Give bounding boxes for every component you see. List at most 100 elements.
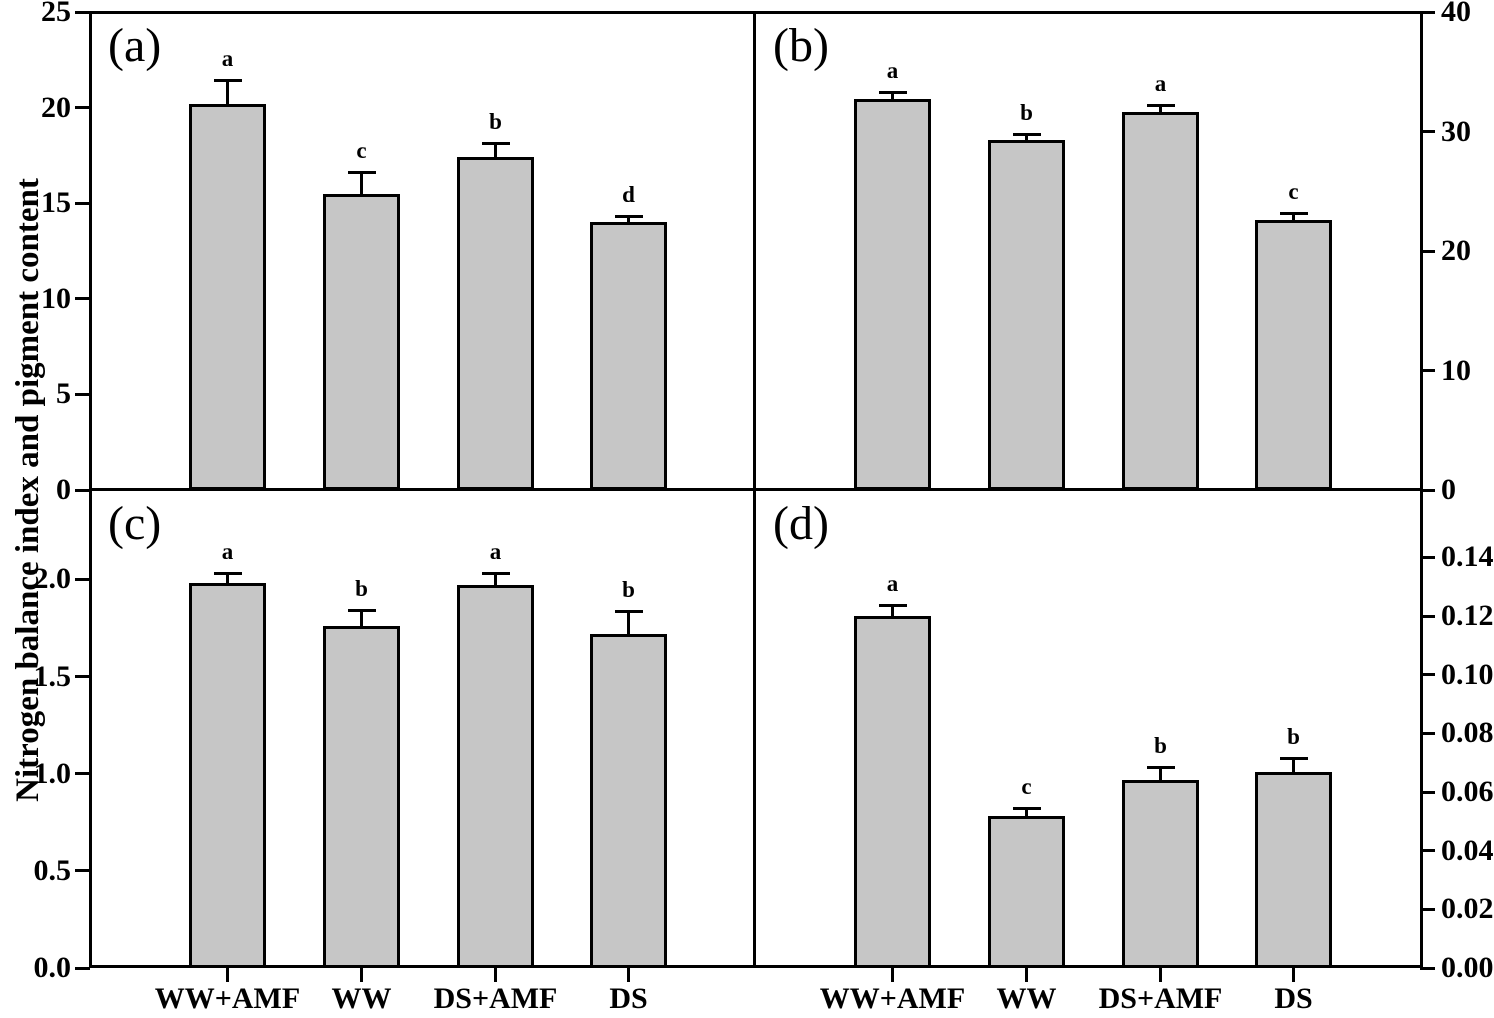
y-axis-tick [1420, 731, 1435, 735]
panel-label-d: (d) [773, 497, 829, 550]
error-bar-cap [1012, 806, 1041, 810]
y-axis-tick [75, 577, 90, 581]
bar-d-WW+AMF [854, 616, 931, 968]
error-bar-stem [494, 142, 497, 158]
panel-label-b: (b) [773, 19, 829, 72]
x-category-label: DS+AMF [433, 982, 558, 1015]
x-axis-tick [226, 968, 229, 982]
bar-c-WW+AMF [189, 583, 266, 968]
y-tick-label: 0.08 [1441, 716, 1494, 750]
significance-letter: b [1020, 99, 1033, 125]
bar-a-DS [590, 222, 667, 490]
y-tick-label: 40 [1441, 0, 1471, 28]
y-tick-label: 2.0 [33, 562, 72, 596]
error-bar-cap [878, 90, 907, 94]
error-bar-stem [1159, 765, 1162, 781]
bar-c-DS+AMF [457, 585, 534, 968]
bar-a-WW+AMF [189, 103, 266, 490]
error-bar-cap [347, 608, 376, 612]
bar-a-DS+AMF [457, 157, 534, 490]
bar-d-DS+AMF [1122, 780, 1199, 968]
error-bar-stem [226, 78, 229, 104]
error-bar-cap [878, 604, 907, 608]
bar-a-WW [323, 193, 400, 490]
y-axis-tick [1420, 369, 1435, 372]
error-bar-stem [891, 604, 894, 617]
significance-letter: c [356, 137, 367, 163]
x-axis-tick [1025, 968, 1028, 982]
y-axis-tick [1420, 614, 1435, 618]
y-tick-label: 0.10 [1441, 657, 1494, 691]
y-axis-tick [75, 488, 90, 492]
y-axis-tick [75, 10, 90, 14]
x-category-label: WW+AMF [819, 982, 966, 1015]
significance-letter: a [221, 538, 234, 564]
error-bar-cap [1146, 104, 1175, 107]
error-bar-cap [1279, 211, 1308, 215]
bar-b-WW [988, 139, 1065, 490]
error-bar-cap [481, 142, 510, 146]
y-axis-tick [75, 201, 90, 205]
error-bar-cap [481, 571, 510, 575]
bar-c-DS [590, 633, 667, 968]
y-axis-tick [1420, 10, 1435, 14]
error-bar-stem [1025, 806, 1028, 816]
error-bar-cap [1012, 132, 1041, 136]
y-tick-label: 1.0 [33, 756, 72, 790]
y-axis-tick [75, 675, 90, 679]
significance-letter: d [622, 181, 635, 207]
x-category-label: WW [331, 982, 392, 1015]
error-bar-stem [1159, 104, 1162, 113]
significance-letter: a [886, 571, 899, 597]
error-bar-cap [213, 571, 242, 575]
y-axis-tick [1420, 130, 1435, 133]
error-bar-stem [1292, 756, 1295, 772]
x-axis-tick [627, 968, 630, 982]
y-axis-tick [75, 297, 90, 301]
y-axis-tick [1420, 849, 1435, 853]
significance-letter: b [622, 577, 635, 603]
y-tick-label: 10 [1441, 353, 1471, 387]
significance-letter: b [355, 575, 368, 601]
y-tick-label: 1.5 [33, 659, 72, 693]
y-tick-label: 25 [41, 0, 71, 28]
error-bar-cap [347, 170, 376, 174]
error-bar-cap [614, 214, 643, 218]
significance-letter: a [886, 57, 899, 83]
y-tick-label: 0.06 [1441, 775, 1494, 809]
y-tick-label: 5 [56, 377, 71, 411]
y-axis-tick [1420, 966, 1435, 970]
y-tick-label: 0.00 [1441, 951, 1494, 984]
x-category-label: DS [1274, 982, 1313, 1015]
y-tick-label: 10 [41, 281, 71, 315]
x-axis-tick [1292, 968, 1295, 982]
error-bar-stem [1025, 132, 1028, 140]
error-bar-stem [494, 571, 497, 586]
error-bar-cap [614, 610, 643, 614]
y-tick-label: 0.14 [1441, 540, 1494, 574]
bar-d-DS [1255, 771, 1332, 968]
error-bar-cap [1146, 765, 1175, 769]
y-tick-label: 0 [1441, 473, 1456, 506]
x-axis-tick [1159, 968, 1162, 982]
y-axis-tick [75, 869, 90, 873]
bar-d-WW [988, 815, 1065, 968]
y-tick-label: 30 [1441, 114, 1471, 148]
significance-letter: b [1154, 732, 1167, 758]
significance-letter: a [1154, 71, 1167, 96]
error-bar-stem [891, 90, 894, 100]
y-tick-label: 20 [1441, 234, 1471, 267]
y-axis-tick [1420, 488, 1435, 492]
x-category-label: WW+AMF [154, 982, 301, 1015]
error-bar-stem [627, 214, 630, 223]
y-tick-label: 0 [56, 473, 71, 506]
y-tick-label: 0.02 [1441, 892, 1494, 926]
error-bar-cap [1279, 756, 1308, 760]
significance-letter: a [489, 538, 502, 564]
y-tick-label: 0.04 [1441, 833, 1494, 867]
x-axis-tick [891, 968, 894, 982]
significance-letter: c [1021, 773, 1032, 799]
x-axis-tick [494, 968, 497, 982]
y-axis-tick [1420, 249, 1435, 253]
